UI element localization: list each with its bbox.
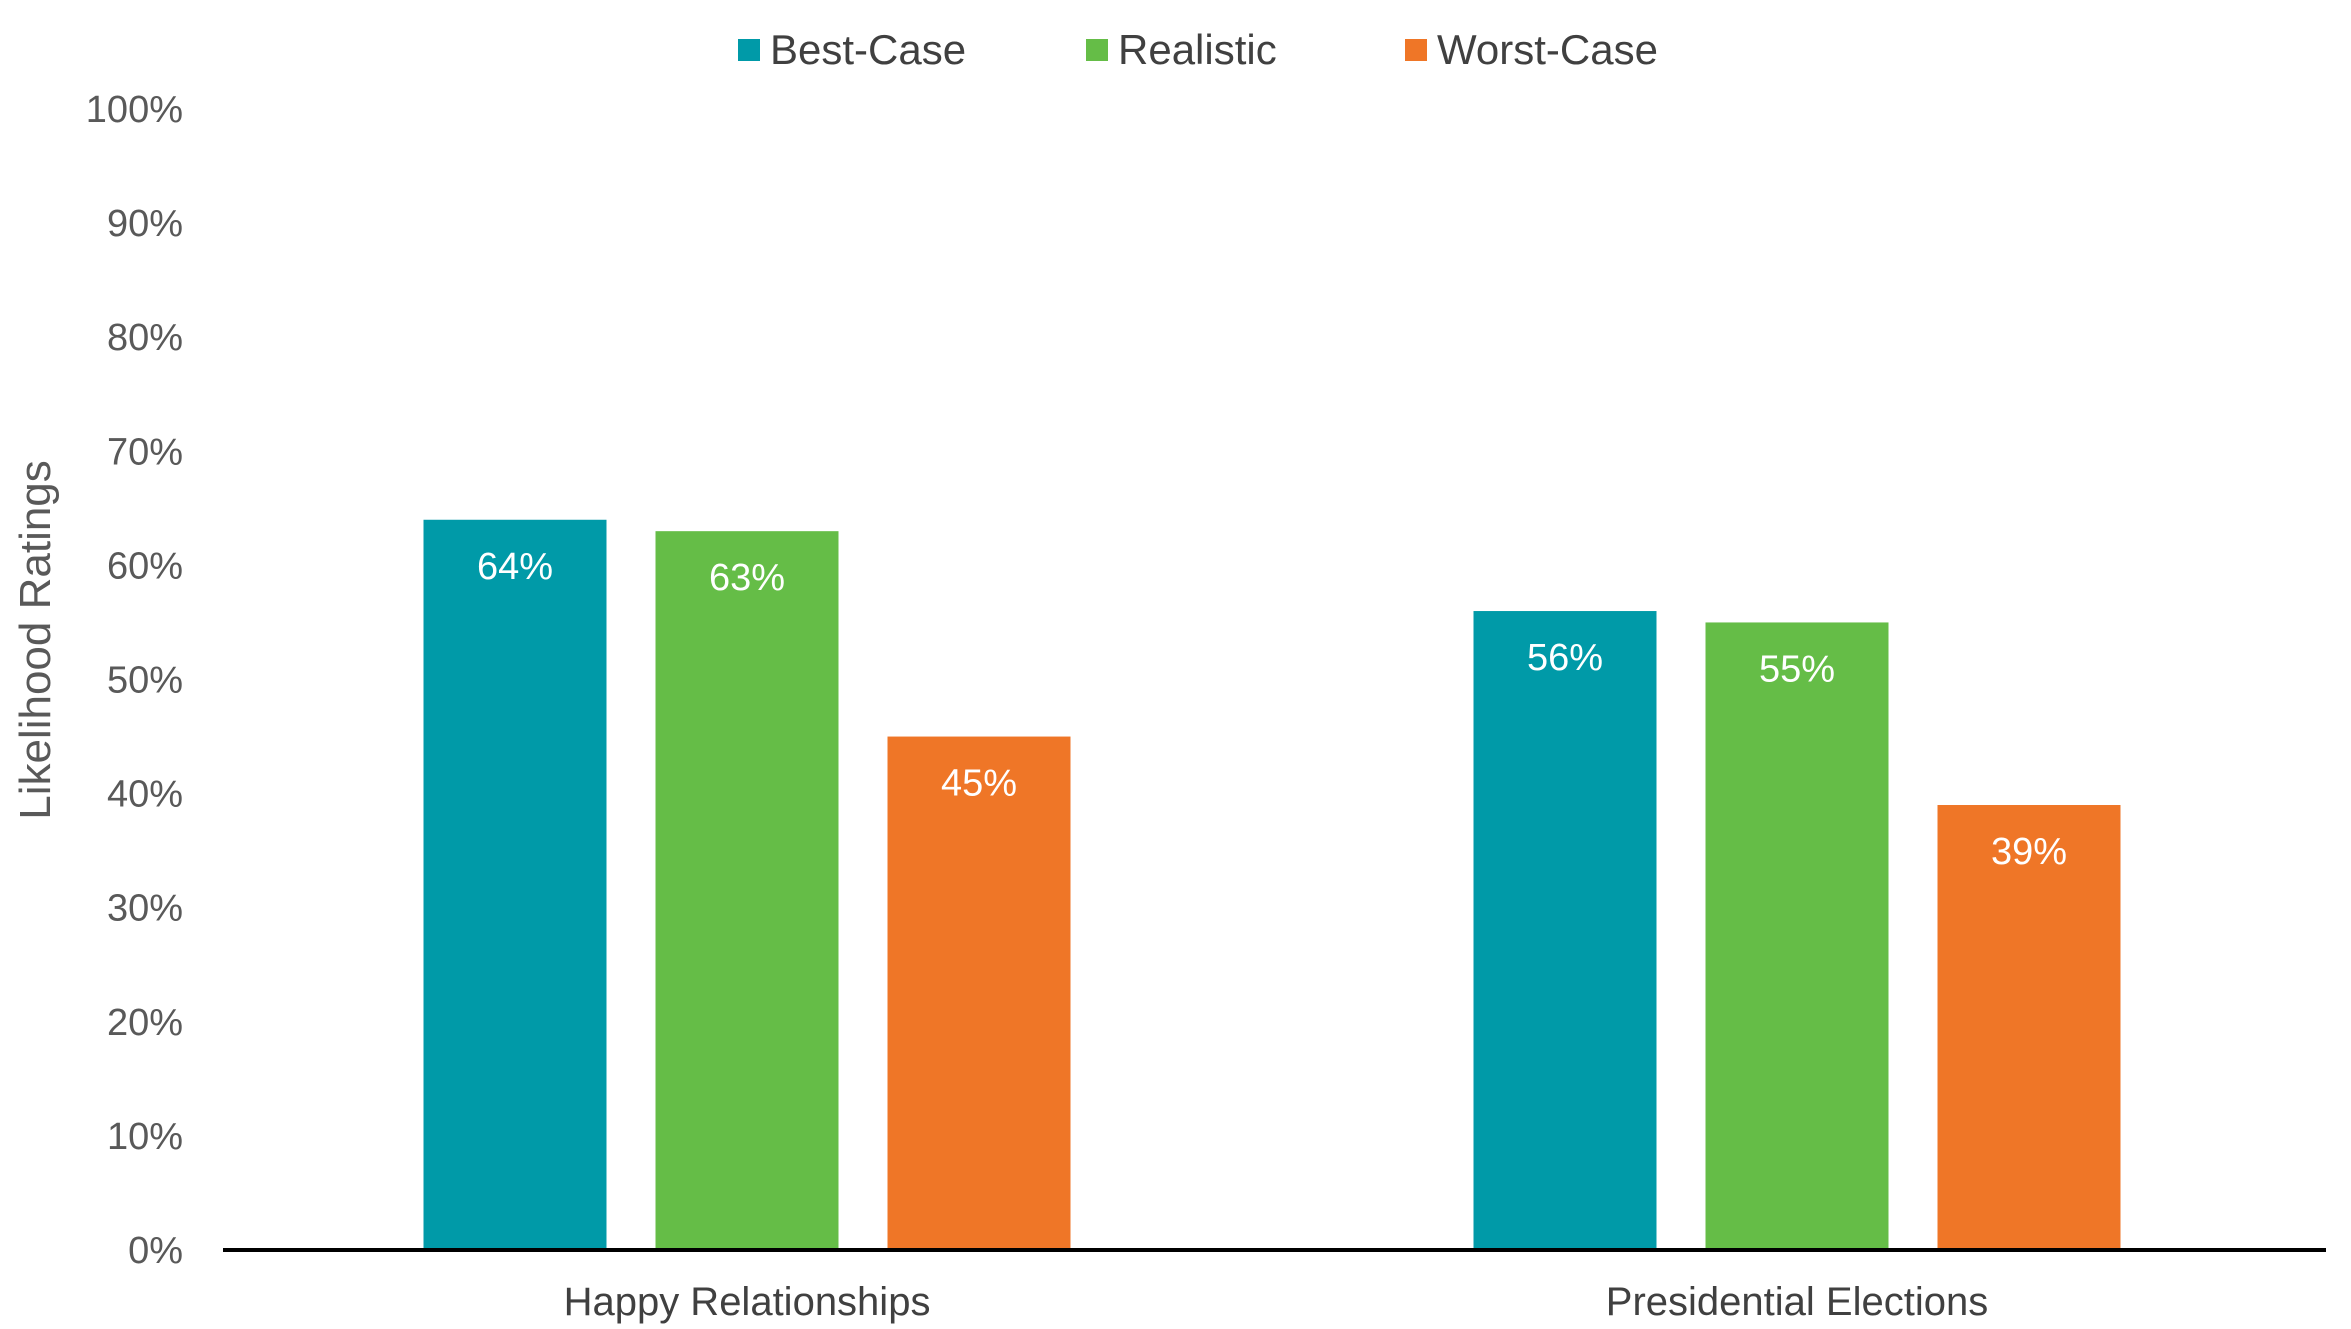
bar-worst-case-happy-relationships [887, 736, 1071, 1250]
y-tick-label: 20% [107, 1002, 183, 1044]
data-label: 63% [709, 557, 785, 599]
y-tick-label: 30% [107, 888, 183, 930]
data-labels: 64% 63% 45% 56% 55% 39% [477, 546, 2067, 873]
y-tick-label: 40% [107, 774, 183, 816]
legend-label: Best-Case [770, 26, 966, 73]
y-axis-title: Likelihood Ratings [11, 460, 60, 820]
y-tick-label: 70% [107, 431, 183, 473]
legend-label: Realistic [1118, 26, 1277, 73]
data-label: 55% [1759, 648, 1835, 690]
bar-best-case-happy-relationships [423, 519, 607, 1250]
bar-worst-case-presidential-elections [1937, 805, 2121, 1250]
y-tick-label: 80% [107, 317, 183, 359]
y-tick-label: 60% [107, 545, 183, 587]
data-label: 64% [477, 546, 553, 588]
bars [423, 519, 2121, 1250]
legend: Best-Case Realistic Worst-Case [738, 26, 1658, 73]
legend-label: Worst-Case [1437, 26, 1658, 73]
data-label: 45% [941, 763, 1017, 805]
x-category-label: Happy Relationships [564, 1280, 931, 1324]
bar-realistic-presidential-elections [1705, 622, 1889, 1250]
legend-swatch [738, 39, 760, 61]
y-tick-label: 10% [107, 1116, 183, 1158]
y-tick-label: 100% [86, 89, 183, 131]
data-label: 56% [1527, 637, 1603, 679]
data-label: 39% [1991, 831, 2067, 873]
x-category-label: Presidential Elections [1606, 1280, 1988, 1324]
bar-best-case-presidential-elections [1473, 611, 1657, 1250]
bar-realistic-happy-relationships [655, 531, 839, 1250]
y-tick-label: 90% [107, 203, 183, 245]
legend-swatch [1405, 39, 1427, 61]
legend-swatch [1086, 39, 1108, 61]
y-axis-ticks: 0% 10% 20% 30% 40% 50% 60% 70% 80% 90% 100% [86, 89, 183, 1272]
y-tick-label: 50% [107, 660, 183, 702]
y-tick-label: 0% [128, 1230, 183, 1272]
x-axis-categories: Happy Relationships Presidential Election… [564, 1280, 1989, 1324]
